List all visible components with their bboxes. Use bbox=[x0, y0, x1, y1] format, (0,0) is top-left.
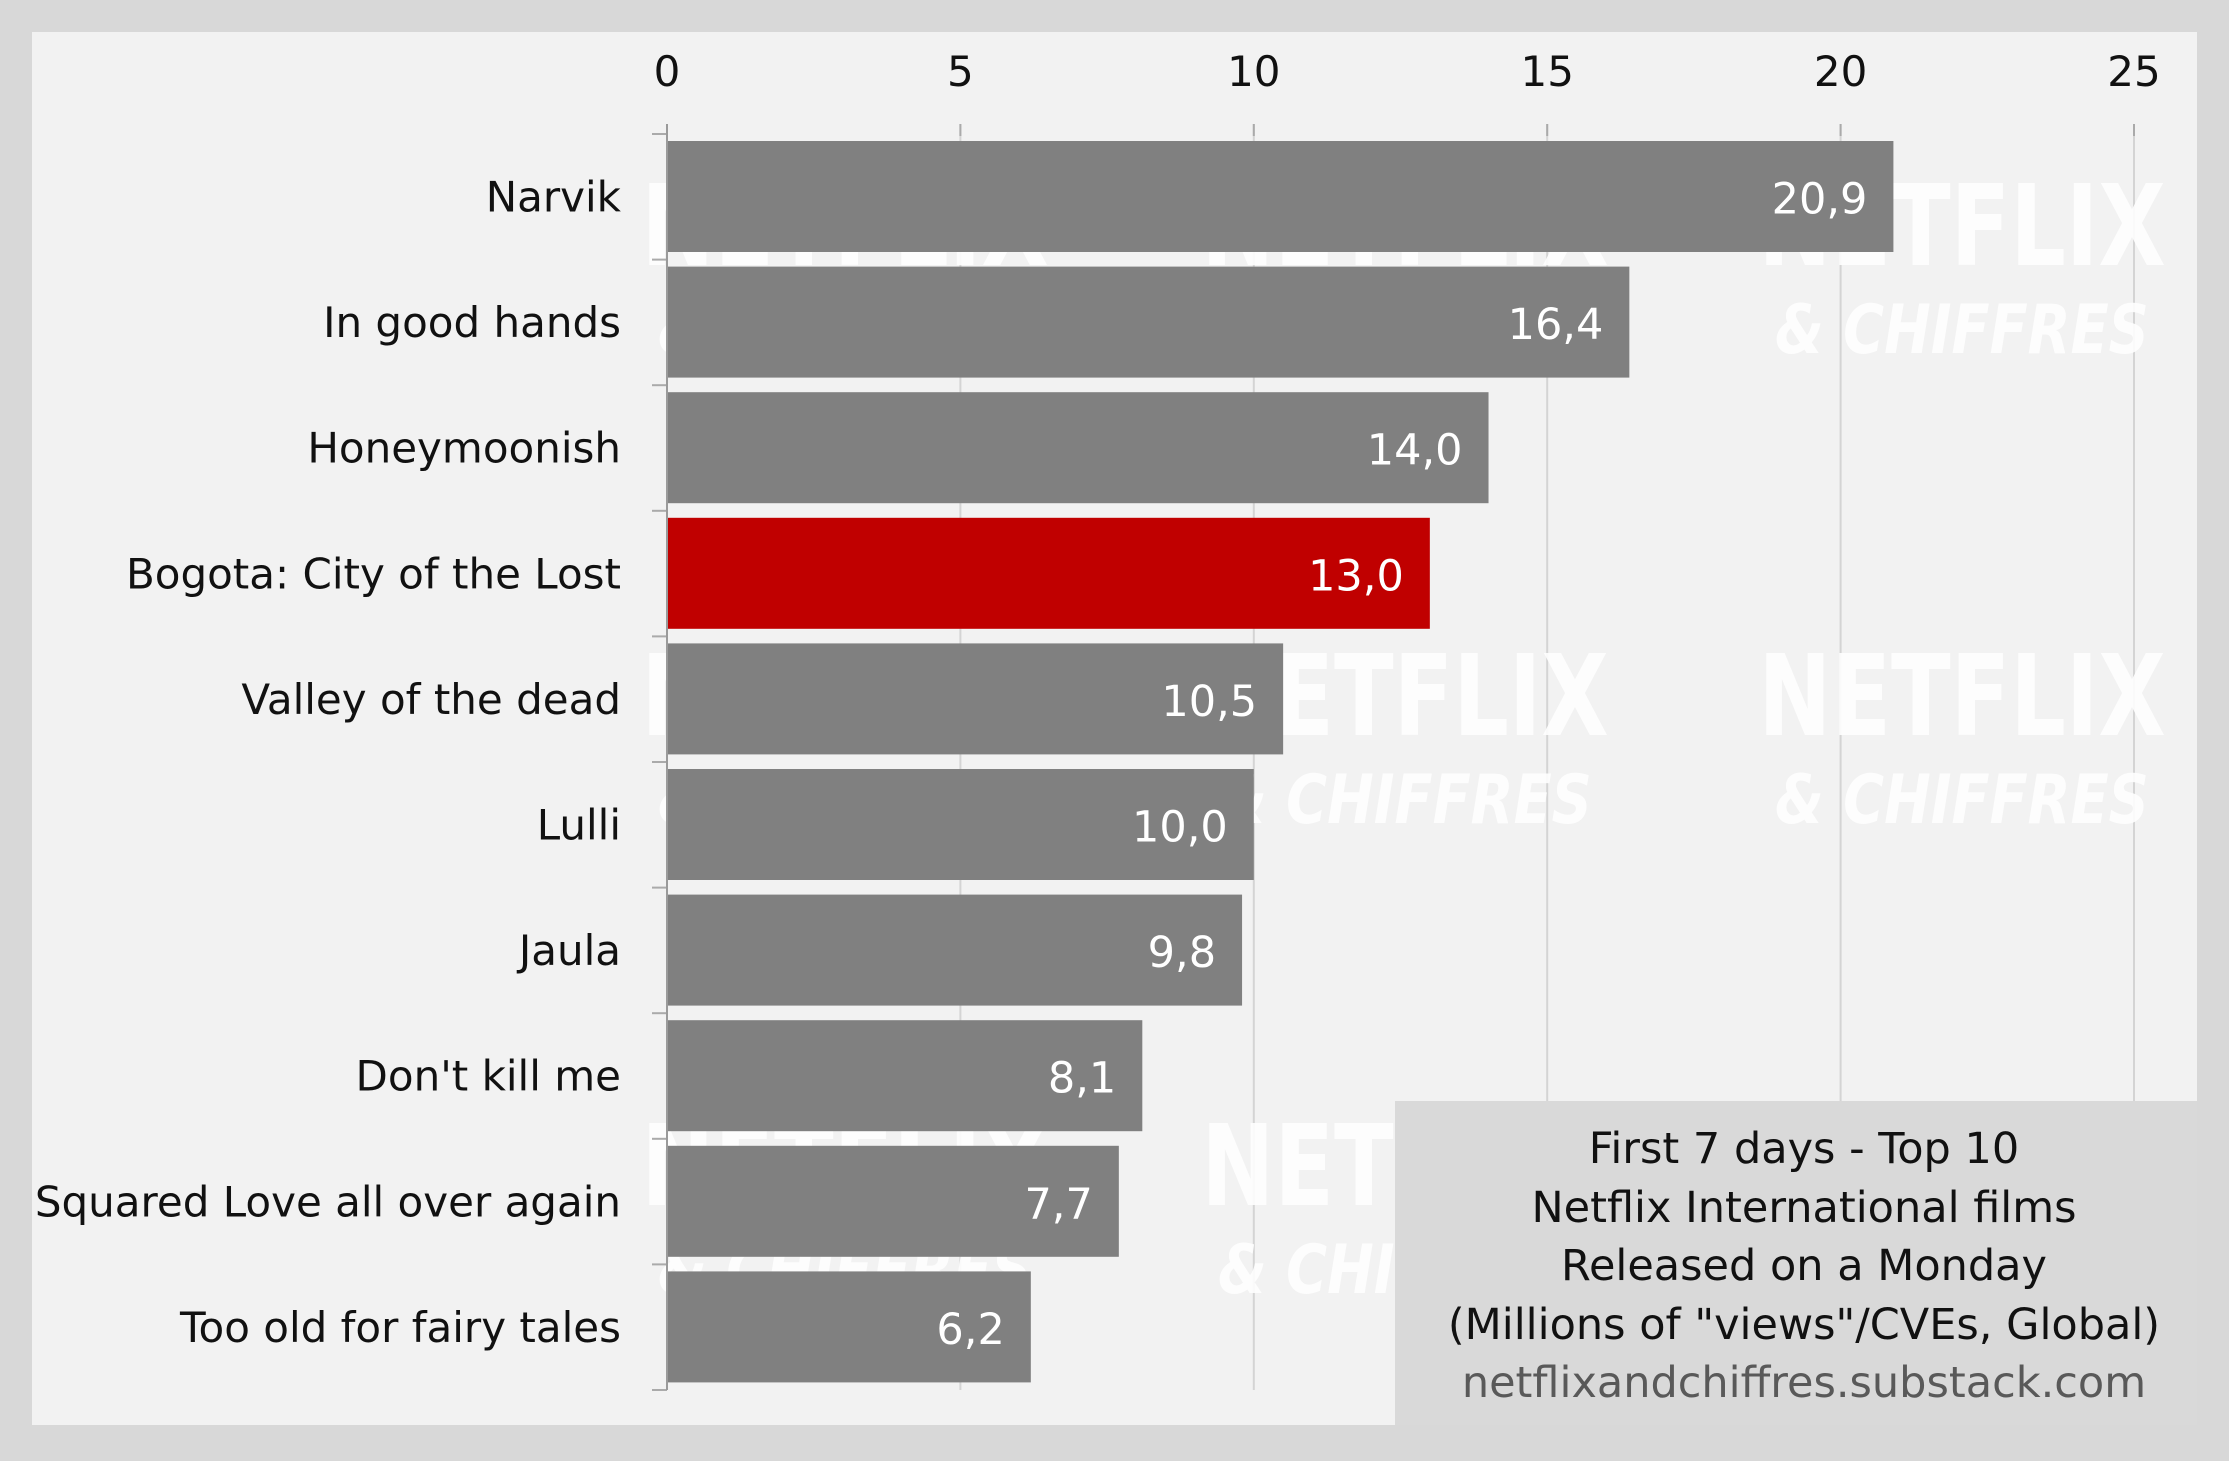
bar bbox=[667, 1145, 1119, 1257]
legend-box-background bbox=[1395, 1101, 2197, 1425]
axes: 0 5 10 15 20 25 Narvik In good hands Honeymoonis… bbox=[35, 47, 2161, 1391]
x-tick-label: 20 bbox=[1814, 47, 1867, 96]
bar bbox=[667, 894, 1243, 1006]
watermark-title: NETFLIX bbox=[1758, 631, 2166, 761]
value-label: 7,7 bbox=[1024, 1179, 1092, 1229]
category-label: Lulli bbox=[537, 801, 621, 850]
value-label: 8,1 bbox=[1048, 1054, 1116, 1104]
legend-line-4: (Millions of "views"/CVEs, Global) bbox=[1448, 1300, 2160, 1350]
category-label: Narvik bbox=[486, 173, 622, 222]
value-label: 10,0 bbox=[1132, 803, 1228, 853]
x-tick-label: 0 bbox=[654, 47, 681, 96]
source-url: netflixandchiffres.substack.com bbox=[1462, 1358, 2146, 1408]
bar bbox=[667, 266, 1630, 378]
bar bbox=[667, 769, 1254, 880]
category-label: Bogota: City of the Lost bbox=[126, 549, 621, 598]
legend-line-1: First 7 days - Top 10 bbox=[1589, 1124, 2019, 1174]
x-tick-label: 15 bbox=[1520, 47, 1573, 96]
category-label: Honeymoonish bbox=[307, 424, 621, 473]
category-label: Too old for fairy tales bbox=[179, 1303, 621, 1352]
category-label: Jaula bbox=[516, 926, 621, 975]
value-label: 10,5 bbox=[1161, 677, 1257, 727]
value-label: 20,9 bbox=[1772, 175, 1868, 225]
x-tick-label: 10 bbox=[1227, 47, 1280, 96]
category-label: Valley of the dead bbox=[241, 675, 621, 724]
bar bbox=[667, 392, 1489, 504]
value-label: 13,0 bbox=[1308, 551, 1404, 601]
value-label: 9,8 bbox=[1148, 928, 1216, 978]
legend-box: First 7 days - Top 10 Netflix Internatio… bbox=[1395, 1101, 2197, 1425]
bars: 20,9 16,4 14,0 13,0 10,5 10,0 9,8 8,1 7,7 6,2 bbox=[667, 141, 1894, 1383]
legend-line-2: Netflix International films bbox=[1531, 1183, 2076, 1233]
category-label: Squared Love all over again bbox=[35, 1177, 621, 1226]
x-tick-label: 25 bbox=[2107, 47, 2160, 96]
category-label: In good hands bbox=[323, 298, 621, 347]
legend-line-3: Released on a Monday bbox=[1561, 1241, 2047, 1291]
value-label: 16,4 bbox=[1508, 300, 1604, 350]
bar bbox=[667, 643, 1284, 755]
value-label: 6,2 bbox=[936, 1305, 1004, 1355]
bar bbox=[667, 517, 1430, 629]
bar bbox=[667, 1271, 1031, 1383]
bar bbox=[667, 1020, 1143, 1132]
value-label: 14,0 bbox=[1367, 426, 1463, 476]
bar bbox=[667, 141, 1894, 252]
watermark-subtitle: & CHIFFRES bbox=[1775, 760, 2149, 840]
watermark-subtitle: & CHIFFRES bbox=[1218, 760, 1592, 840]
category-label: Don't kill me bbox=[356, 1052, 621, 1101]
x-tick-label: 5 bbox=[947, 47, 974, 96]
watermark-subtitle: & CHIFFRES bbox=[1775, 290, 2149, 370]
